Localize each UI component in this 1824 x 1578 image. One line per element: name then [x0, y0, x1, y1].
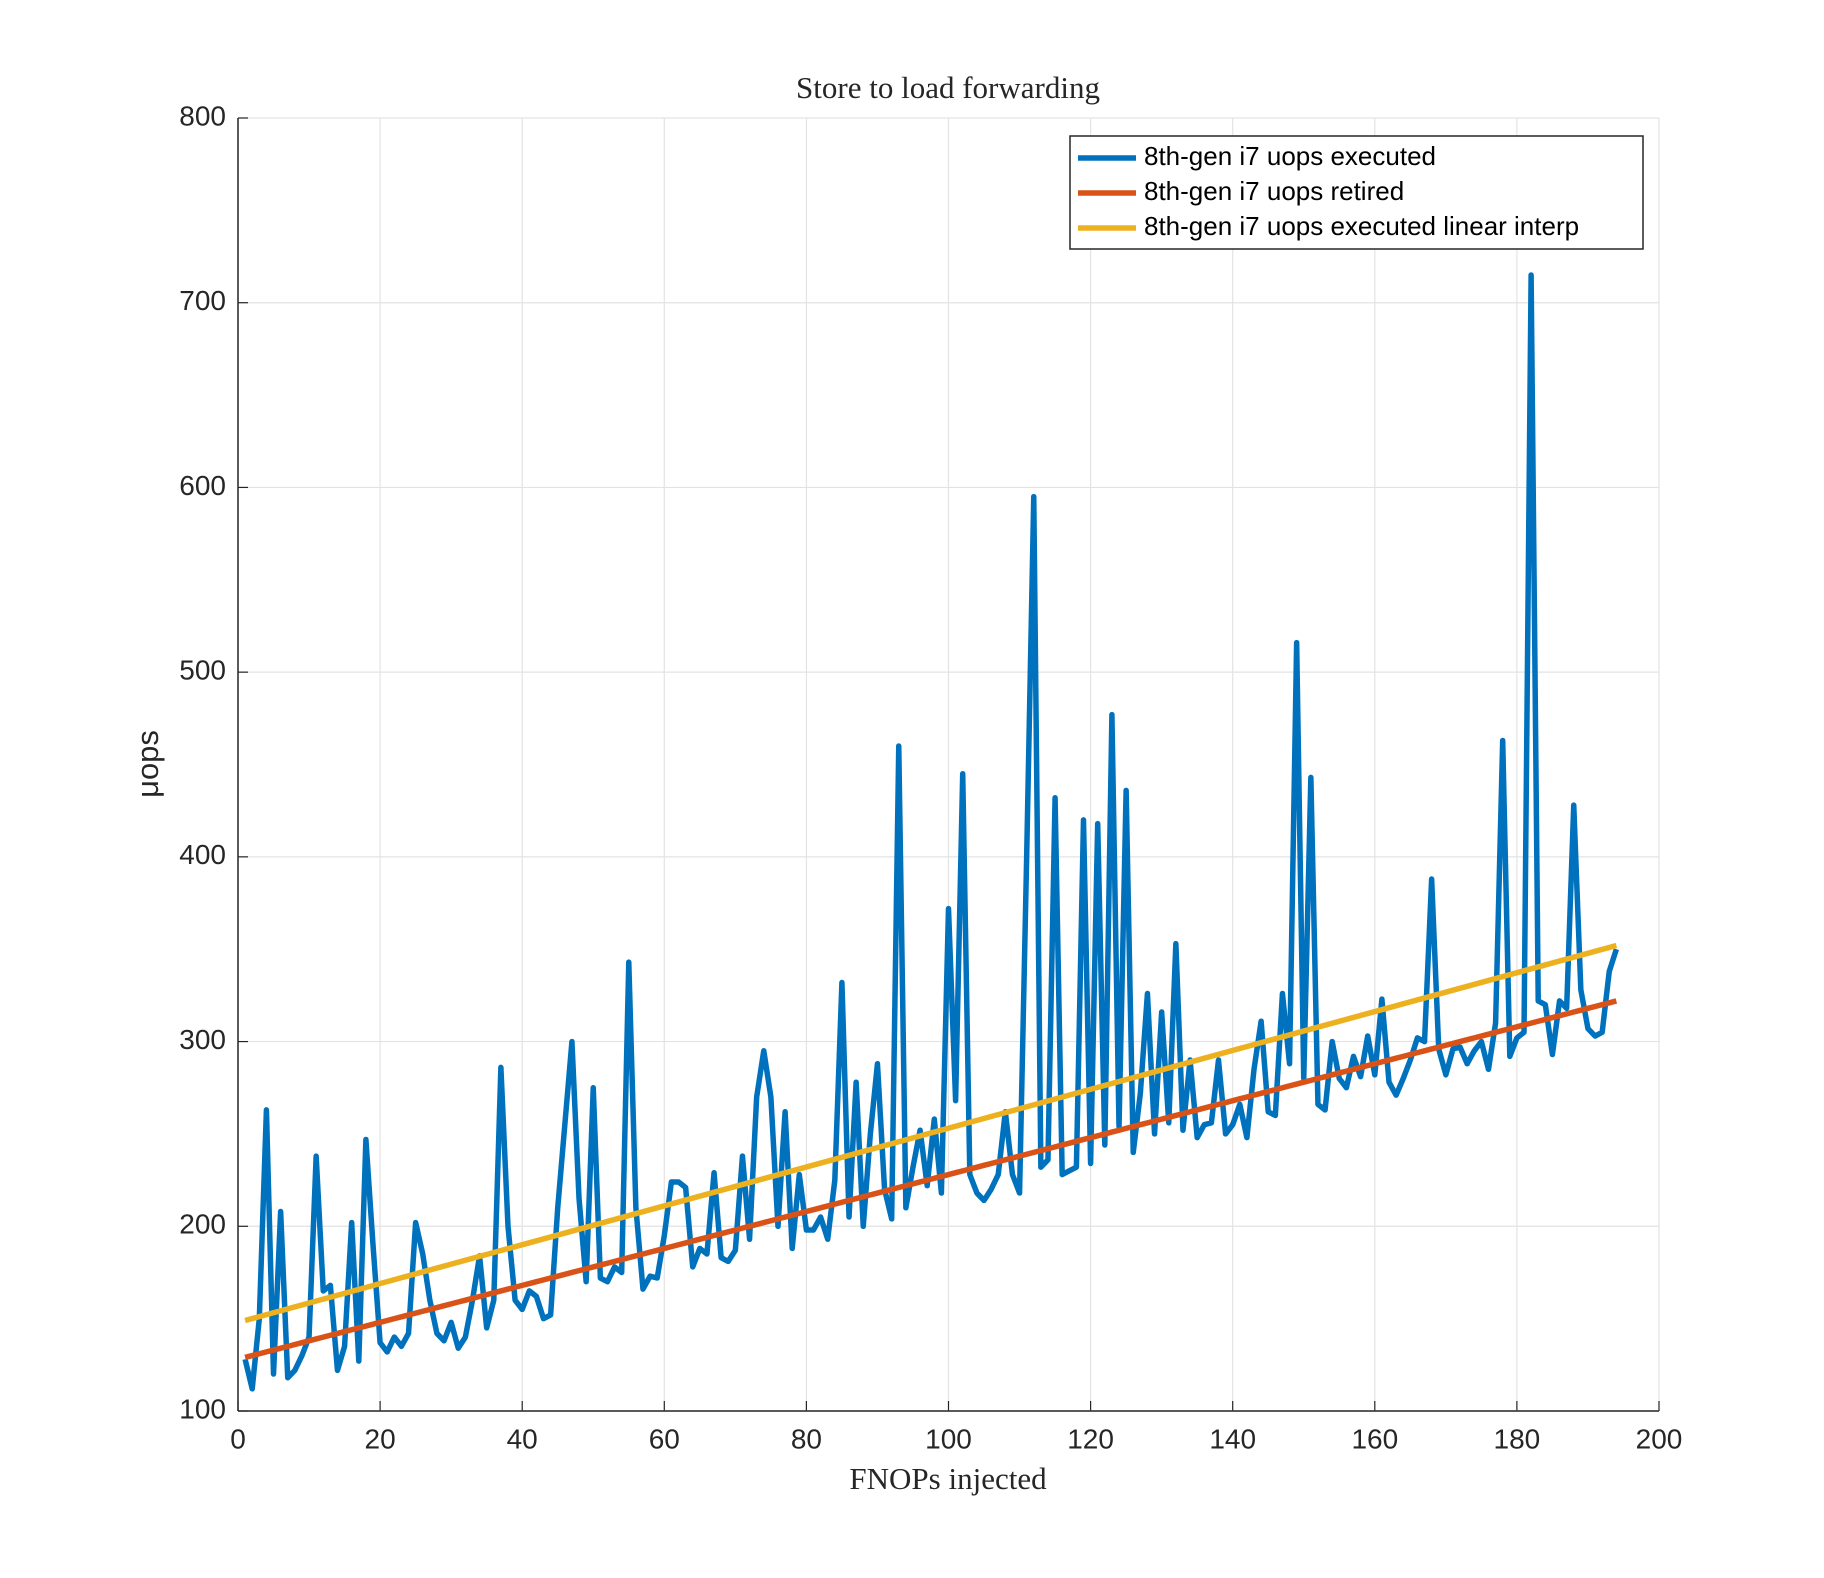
- y-tick-label: 500: [179, 655, 226, 686]
- x-tick-label: 40: [507, 1423, 538, 1454]
- x-tick-label: 80: [791, 1423, 822, 1454]
- x-tick-label: 20: [365, 1423, 396, 1454]
- chart-title: Store to load forwarding: [796, 70, 1100, 105]
- legend-box: [1069, 135, 1644, 250]
- legend-label: 8th-gen i7 uops executed linear interp: [1144, 211, 1579, 241]
- y-axis-label: μops: [130, 730, 165, 798]
- y-tick-label: 400: [179, 839, 226, 870]
- x-tick-label: 60: [649, 1423, 680, 1454]
- series-line: [244, 998, 1618, 1361]
- x-tick-label: 100: [925, 1423, 972, 1454]
- series-line: [244, 942, 1618, 1324]
- x-tick-label: 180: [1494, 1423, 1541, 1454]
- x-tick-label: 140: [1209, 1423, 1256, 1454]
- legend-label: 8th-gen i7 uops retired: [1144, 176, 1404, 206]
- y-tick-label: 100: [179, 1393, 226, 1424]
- y-tick-label: 600: [179, 470, 226, 501]
- y-tick-label: 700: [179, 285, 226, 316]
- y-tick-label: 200: [179, 1209, 226, 1240]
- y-tick-label: 300: [179, 1024, 226, 1055]
- x-tick-label: 160: [1351, 1423, 1398, 1454]
- x-axis-label: FNOPs injected: [849, 1461, 1047, 1496]
- legend-label: 8th-gen i7 uops executed: [1144, 141, 1436, 171]
- series-line: [242, 272, 1619, 1392]
- y-tick-label: 800: [179, 100, 226, 131]
- x-tick-label: 0: [230, 1423, 246, 1454]
- x-tick-label: 120: [1067, 1423, 1114, 1454]
- x-tick-label: 200: [1636, 1423, 1683, 1454]
